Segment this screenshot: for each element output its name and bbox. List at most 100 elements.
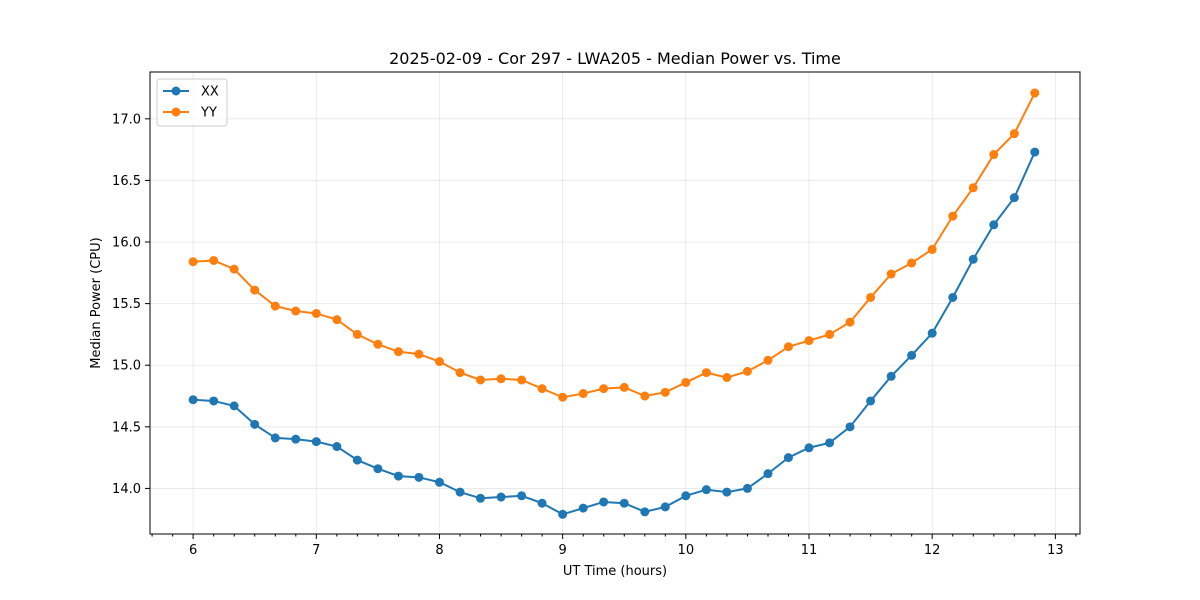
series-yy-point: [537, 384, 547, 394]
series-xx-point: [496, 492, 506, 502]
x-tick-label: 9: [559, 543, 567, 558]
series-xx-point: [188, 395, 198, 405]
y-tick-label: 14.5: [112, 420, 141, 435]
series-xx-point: [332, 442, 342, 452]
series-xx-point: [804, 443, 814, 453]
series-yy-point: [578, 389, 588, 399]
x-tick-label: 10: [678, 543, 695, 558]
series-yy-point: [968, 183, 978, 193]
series-yy-point: [783, 342, 793, 352]
series-yy-point: [558, 392, 568, 402]
series-yy-point: [660, 387, 670, 397]
series-xx-point: [250, 419, 260, 429]
series-yy-point: [517, 375, 527, 385]
series-yy-point: [681, 377, 691, 387]
series-xx-point: [414, 472, 424, 482]
series-xx-point: [537, 498, 547, 508]
series-xx-point: [209, 396, 219, 406]
series-yy-point: [599, 384, 609, 394]
legend-xx-marker: [171, 86, 181, 96]
y-tick-label: 14.0: [112, 482, 141, 497]
series-yy-point: [414, 349, 424, 359]
series-xx-point: [783, 453, 793, 463]
y-tick-label: 15.0: [112, 359, 141, 374]
series-yy-point: [188, 257, 198, 267]
series-xx-point: [763, 469, 773, 479]
x-tick-label: 7: [312, 543, 320, 558]
series-yy-point: [804, 336, 814, 346]
series-yy-point: [475, 375, 485, 385]
series-xx-point: [311, 437, 321, 447]
series-xx-point: [825, 438, 835, 448]
series-xx-point: [599, 497, 609, 507]
series-xx-point: [968, 254, 978, 264]
x-tick-label: 6: [189, 543, 197, 558]
series-yy-point: [866, 292, 876, 302]
series-yy-point: [742, 366, 752, 376]
series-yy-point: [332, 315, 342, 325]
series-xx-point: [927, 328, 937, 338]
series-yy-point: [1009, 129, 1019, 139]
series-yy-point: [722, 373, 732, 383]
series-xx-point: [517, 491, 527, 501]
series-xx-point: [681, 491, 691, 501]
series-xx-point: [886, 371, 896, 381]
series-xx-point: [845, 422, 855, 432]
series-yy-point: [311, 308, 321, 318]
x-tick-label: 12: [924, 543, 941, 558]
series-xx-point: [393, 471, 403, 481]
ticks-layer: 6 7 8 9 10 11 12 13 14.0 14.5 15.0 15.5 16.0 16.5 17.0: [112, 112, 1077, 558]
series-yy-point: [393, 347, 403, 357]
series-yy-point: [927, 244, 937, 254]
series-yy-point: [619, 382, 629, 392]
series-yy-point: [270, 301, 280, 311]
series-xx-point: [475, 493, 485, 503]
series-xx-point: [455, 487, 465, 497]
series-yy-point: [373, 339, 383, 349]
chart-title: 2025-02-09 - Cor 297 - LWA205 - Median P…: [389, 49, 841, 68]
series-xx-point: [742, 483, 752, 493]
series-xx-point: [229, 401, 239, 411]
series-yy-point: [434, 357, 444, 367]
series-yy-point: [763, 355, 773, 365]
series-yy-point: [845, 317, 855, 327]
series-yy-point: [701, 368, 711, 378]
series-xx-point: [434, 477, 444, 487]
x-tick-label: 8: [435, 543, 443, 558]
series-yy-point: [229, 264, 239, 274]
series-yy-point: [209, 255, 219, 265]
series-xx-point: [352, 455, 362, 465]
series-yy-point: [291, 306, 301, 316]
series-xx-point: [907, 350, 917, 360]
y-tick-label: 16.5: [112, 174, 141, 189]
series-xx-point: [291, 434, 301, 444]
series-yy-point: [886, 269, 896, 279]
series-xx-point: [1030, 147, 1040, 157]
series-xx-point: [373, 464, 383, 474]
y-tick-label: 16.0: [112, 236, 141, 251]
series-yy-point: [948, 211, 958, 221]
series-xx-point: [722, 487, 732, 497]
series-layer: [188, 88, 1040, 519]
series-xx-point: [578, 503, 588, 513]
legend-yy-marker: [171, 107, 181, 117]
series-xx-point: [270, 433, 280, 443]
legend-yy-label: YY: [200, 106, 217, 121]
series-yy-point: [825, 329, 835, 339]
series-xx-point: [619, 498, 629, 508]
series-xx-point: [701, 485, 711, 495]
series-yy-point: [250, 285, 260, 295]
series-yy-point: [1030, 88, 1040, 98]
series-xx-point: [989, 220, 999, 230]
series-xx-point: [640, 507, 650, 517]
legend-xx-label: XX: [201, 85, 219, 100]
series-xx-point: [948, 292, 958, 302]
series-xx-point: [1009, 193, 1019, 203]
series-yy-point: [496, 374, 506, 384]
series-yy-point: [907, 258, 917, 268]
series-xx-point: [558, 509, 568, 519]
y-tick-label: 15.5: [112, 297, 141, 312]
series-yy-point: [455, 368, 465, 378]
